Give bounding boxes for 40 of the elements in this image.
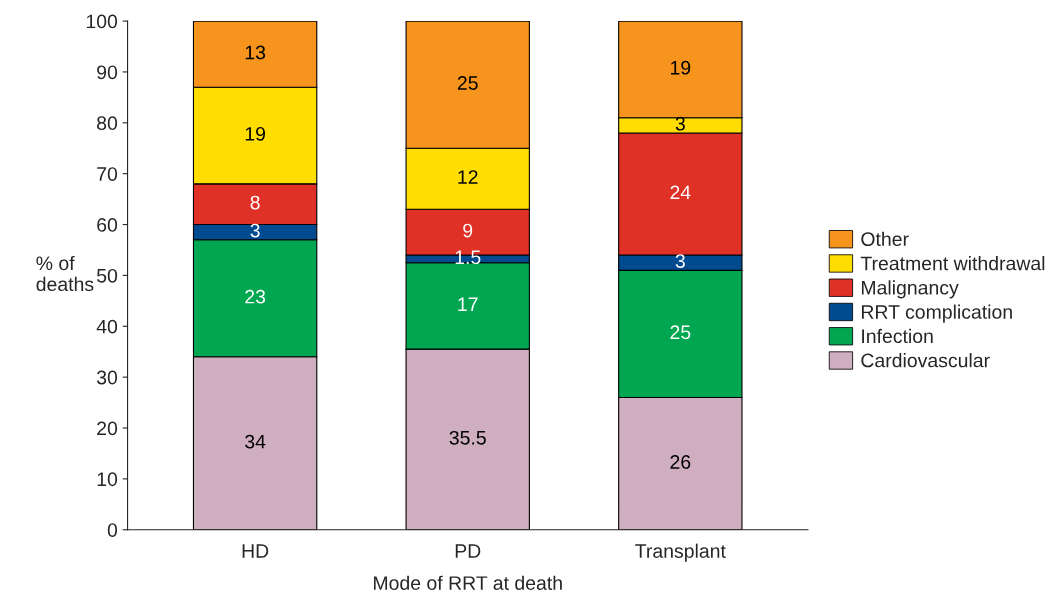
x-tick-label: Transplant bbox=[635, 543, 726, 562]
y-tick-label: 80 bbox=[97, 116, 118, 131]
data-label: 8 bbox=[250, 195, 260, 210]
legend-label: Malignancy bbox=[861, 280, 959, 299]
data-label: 3 bbox=[675, 254, 685, 268]
y-tick-label: 70 bbox=[97, 167, 118, 181]
data-label: 3 bbox=[250, 223, 260, 238]
y-tick-label: 0 bbox=[107, 523, 118, 537]
legend-label: Treatment withdrawal bbox=[860, 256, 1045, 271]
data-label: 3 bbox=[675, 116, 685, 131]
x-axis-title: Mode of RRT at death bbox=[374, 575, 562, 590]
y-tick-label: 10 bbox=[97, 472, 118, 487]
x-tick-label: HD bbox=[242, 544, 269, 558]
data-label: 24 bbox=[670, 185, 691, 200]
y-tick-label: 40 bbox=[96, 319, 118, 334]
legend-label: RRT complication bbox=[861, 304, 1012, 323]
data-label: 1.5 bbox=[455, 250, 481, 265]
legend-label: Other bbox=[861, 231, 909, 247]
legend-label: Cardiovascular bbox=[861, 353, 990, 368]
data-label: 17 bbox=[458, 297, 478, 311]
data-label: 12 bbox=[458, 170, 478, 184]
data-label: 9 bbox=[463, 223, 473, 238]
data-label: 19 bbox=[245, 126, 266, 141]
y-tick-label: 90 bbox=[97, 65, 118, 80]
data-label: 25 bbox=[457, 76, 478, 90]
data-label: 26 bbox=[670, 455, 691, 469]
data-label: 19 bbox=[670, 60, 691, 75]
y-tick-label: 30 bbox=[96, 370, 118, 385]
y-axis-title: % of deaths bbox=[36, 255, 94, 292]
y-tick-label: 60 bbox=[97, 218, 118, 232]
data-label: 23 bbox=[245, 289, 266, 304]
y-tick-label: 50 bbox=[96, 268, 118, 283]
data-label: 13 bbox=[245, 45, 266, 60]
x-tick-label: PD bbox=[455, 544, 481, 558]
legend-label: Infection bbox=[862, 328, 933, 344]
data-label: 35.5 bbox=[449, 430, 486, 445]
data-label: 34 bbox=[245, 434, 266, 449]
y-tick-label: 100 bbox=[86, 14, 118, 29]
y-tick-label: 20 bbox=[97, 421, 118, 436]
data-label: 25 bbox=[670, 325, 691, 340]
